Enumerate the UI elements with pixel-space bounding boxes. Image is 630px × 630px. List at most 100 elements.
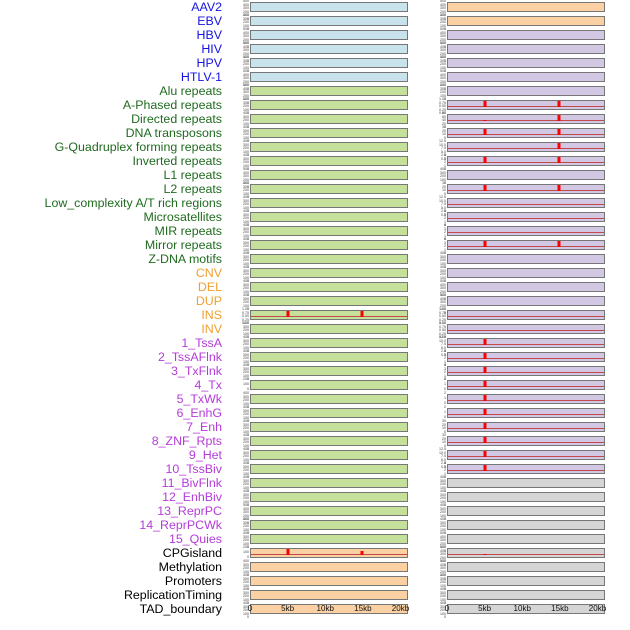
y-tick-label: 0.50 [242,314,249,319]
y-tick-label: 200 [243,62,249,67]
peak-bar [557,157,561,163]
peak-bar [557,143,561,149]
y-tick-label: 400 [440,55,446,59]
track-plot-area [447,590,605,600]
y-tick-label: 300 [440,538,446,543]
track-plot-area [250,562,408,572]
x-tick-label: 20kb [588,604,607,613]
track-row: 400 300 200 100 0 [425,13,613,31]
y-axis-ticks: 400 300 200 100 0 [228,195,250,213]
y-tick-label: 1.00 [439,307,446,311]
y-tick-label: 100 [440,23,446,28]
y-tick-label: 300 [243,534,249,539]
y-tick-label: 300 [243,90,249,95]
y-tick-label: 200 [440,524,446,529]
track-row: 400 300 200 100 0 [228,573,416,591]
track-plot-area [447,548,605,558]
y-tick-label: 300 [440,286,446,291]
track-row: 400 300 200 100 0 [425,83,613,101]
track-plot-area [250,282,408,292]
y-tick-label: 300 [243,6,249,11]
y-axis-ticks: 500 400 300 200 100 0 [425,41,447,62]
track-plot-area [250,338,408,348]
y-tick-label: 200 [440,272,446,277]
y-axis-ticks: 400 300 200 100 0 [228,405,250,423]
y-axis-ticks: 400 300 200 100 0 [425,573,447,591]
y-tick-label: 200 [243,37,249,42]
track-plot-area [250,142,408,152]
y-tick-label: 400 [440,2,446,7]
track-panel-left: 500 400 300 200 100 0 400 300 200 100 0 500 400 300 20… [228,0,416,620]
track-row: 400 300 200 100 0 [228,391,416,409]
peak-bar [360,550,364,555]
y-tick-label: 0.0 [441,212,446,217]
y-tick-label: 400 [243,531,249,535]
y-tick-label: 0 [247,545,249,550]
y-tick-label: 100 [243,163,249,168]
track-plot-area [250,506,408,516]
track-baseline [448,469,604,471]
y-tick-label: 100 [440,65,446,70]
y-tick-label: 200 [243,412,249,417]
track-plot-area [250,296,408,306]
y-tick-label: 3 [444,212,446,217]
y-tick-label: 0 [444,377,446,382]
y-tick-label: 0 [444,265,446,270]
y-axis-ticks: 400 300 200 100 0 [228,587,250,605]
track-baseline [448,189,604,191]
track-plot-area [250,478,408,488]
y-tick-label: 200 [243,513,249,518]
y-tick-label: 200 [440,79,446,84]
y-tick-label: 300 [243,240,249,245]
y-tick-label: 1 [444,396,446,401]
y-tick-label: 1 [444,359,446,364]
x-axis: 0 5kb 10kb 15kb 20kb [248,604,409,618]
track-row: 400 300 200 100 0 [425,503,613,521]
y-tick-label: 100 [243,191,249,196]
track-baseline [448,119,604,121]
y-tick-label: 0 [444,503,446,508]
y-tick-label: 100 [243,485,249,490]
y-tick-label: 100 [243,429,249,434]
track-row: 400 300 200 100 0 [425,475,613,493]
y-tick-label: 10.0 [439,450,446,455]
track-row: 1.00 0.75 0.50 0.25 0.00 [425,321,613,339]
y-tick-label: 20 [442,184,446,189]
track-label-6-enhg: 6_EnhG [176,406,222,420]
y-tick-label: 400 [243,2,249,7]
track-baseline [448,147,604,149]
y-tick-label: 100 [440,55,446,60]
y-tick-label: 400 [243,335,249,339]
y-tick-label: 500 [243,41,249,45]
y-axis-ticks: 30 20 10 0 [425,419,447,434]
x-tick-label: 10kb [513,604,531,613]
y-tick-label: 200 [243,524,249,529]
y-axis-ticks: 400 300 200 100 0 [228,391,250,409]
y-tick-label: 2 [444,370,446,375]
y-tick-label: 100 [243,382,249,387]
y-tick-label: 200 [243,286,249,291]
y-tick-label: 500 [243,167,249,171]
y-tick-label: 400 [243,391,249,395]
y-tick-label: 200 [243,377,249,381]
y-tick-label: 500 [440,293,446,297]
y-tick-label: 1 [444,382,446,387]
y-axis-ticks: 500 400 300 200 100 0 [228,41,250,62]
y-tick-label: 500 [440,27,446,31]
y-tick-label: 200 [243,79,249,84]
y-tick-label: 500 [243,27,249,31]
y-axis-ticks: 12.5 10.0 7.5 5.0 2.5 0.0 [425,335,447,356]
y-tick-label: 0.25 [439,331,446,336]
peak-bar [483,119,487,121]
y-tick-label: 3 [444,352,446,357]
y-tick-label: 100 [243,597,249,602]
y-tick-label: 0 [247,615,249,620]
y-tick-label: 300 [440,58,446,63]
track-baseline [251,315,407,317]
y-tick-label: 300 [243,352,249,357]
y-tick-label: 300 [243,520,249,525]
y-tick-label: 3 [444,366,446,371]
